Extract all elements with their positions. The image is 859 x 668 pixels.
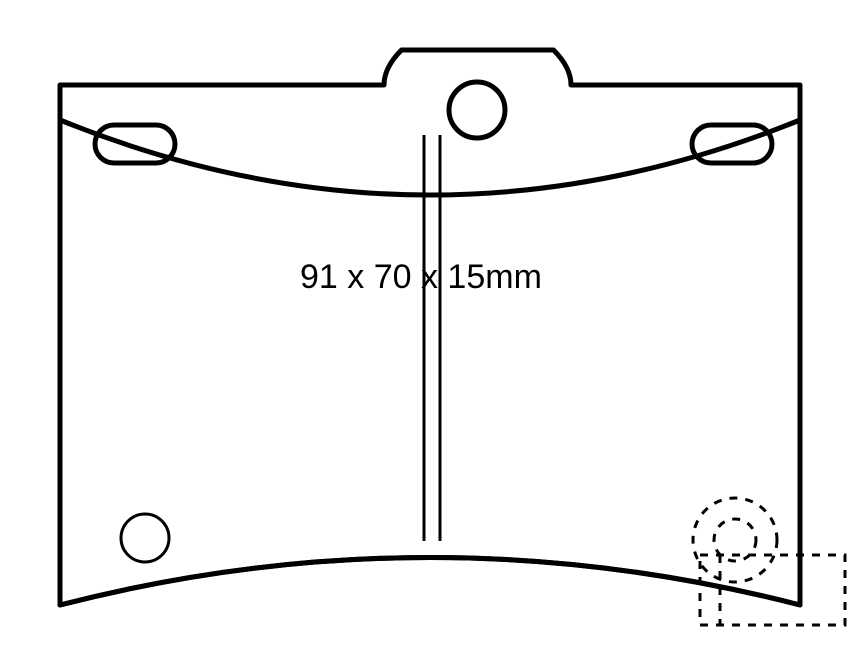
dimension-label: 91 x 70 x 15mm [300, 258, 542, 297]
top-center-hole [449, 82, 505, 138]
inner-friction-outline [60, 120, 800, 605]
brake-pad-diagram: 91 x 70 x 15mm [0, 0, 859, 668]
diagram-svg [0, 0, 859, 668]
bottom-left-hole [121, 514, 169, 562]
wear-indicator-tab [700, 555, 845, 625]
